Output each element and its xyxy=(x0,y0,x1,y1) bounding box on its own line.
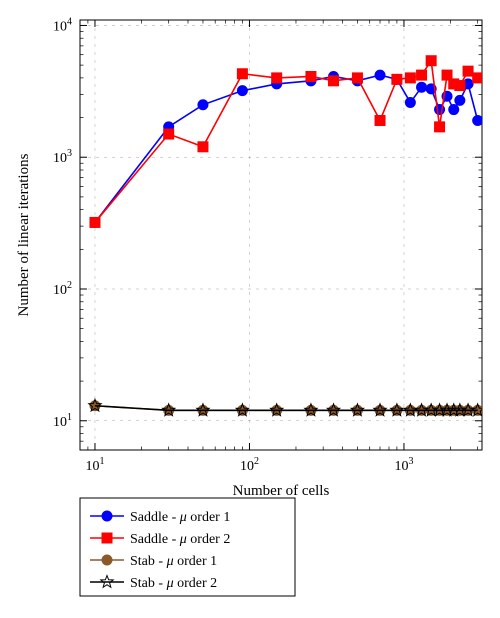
marker-square xyxy=(463,66,473,76)
marker-circle xyxy=(473,115,483,125)
marker-square xyxy=(198,142,208,152)
series-line xyxy=(95,75,478,222)
y-tick-label: 104 xyxy=(53,16,72,34)
marker-square xyxy=(352,73,362,83)
marker-circle xyxy=(237,86,247,96)
marker-circle xyxy=(102,555,112,565)
legend-label: Stab - μ order 1 xyxy=(130,554,217,569)
x-tick-label: 102 xyxy=(240,456,259,474)
x-tick-label: 103 xyxy=(394,456,413,474)
marker-square xyxy=(417,70,427,80)
marker-square xyxy=(392,74,402,84)
legend-label: Saddle - μ order 1 xyxy=(130,510,230,525)
marker-square xyxy=(455,81,465,91)
chart-svg: 101 102 103 101 102 103 104 Number of cells Numb… xyxy=(0,0,500,618)
marker-square xyxy=(473,73,483,83)
marker-circle xyxy=(198,100,208,110)
marker-square xyxy=(90,217,100,227)
x-tick-label: 101 xyxy=(85,456,104,474)
marker-circle xyxy=(102,511,112,521)
marker-square xyxy=(426,56,436,66)
marker-square xyxy=(272,73,282,83)
marker-circle xyxy=(417,82,427,92)
legend-label: Stab - μ order 2 xyxy=(130,576,217,591)
series xyxy=(90,56,483,228)
marker-circle xyxy=(455,95,465,105)
marker-square xyxy=(405,73,415,83)
chart-container: 101 102 103 101 102 103 104 Number of cells Numb… xyxy=(0,0,500,618)
marker-square xyxy=(435,122,445,132)
marker-square xyxy=(237,69,247,79)
y-tick-label: 102 xyxy=(53,280,72,298)
y-axis-title: Number of linear iterations xyxy=(16,153,32,316)
marker-square xyxy=(306,71,316,81)
x-axis-title: Number of cells xyxy=(233,483,330,499)
legend-label: Saddle - μ order 2 xyxy=(130,532,230,547)
marker-square xyxy=(102,533,112,543)
marker-circle xyxy=(405,98,415,108)
y-tick-label: 103 xyxy=(53,148,72,166)
marker-square xyxy=(375,115,385,125)
marker-circle xyxy=(375,70,385,80)
marker-square xyxy=(164,129,174,139)
marker-square xyxy=(329,76,339,86)
series xyxy=(90,70,483,227)
marker-circle xyxy=(449,105,459,115)
y-tick-label: 101 xyxy=(53,412,72,430)
